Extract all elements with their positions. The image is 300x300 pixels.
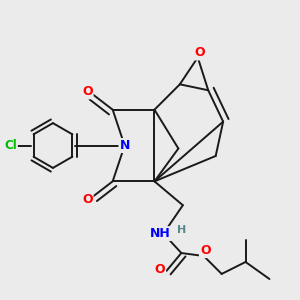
Text: H: H <box>177 225 187 235</box>
Text: O: O <box>82 193 93 206</box>
Text: NH: NH <box>150 227 171 240</box>
Text: N: N <box>119 139 130 152</box>
Text: O: O <box>200 244 211 257</box>
Text: O: O <box>82 85 93 98</box>
Text: O: O <box>194 46 205 59</box>
Text: Cl: Cl <box>4 139 17 152</box>
Text: O: O <box>154 263 165 276</box>
